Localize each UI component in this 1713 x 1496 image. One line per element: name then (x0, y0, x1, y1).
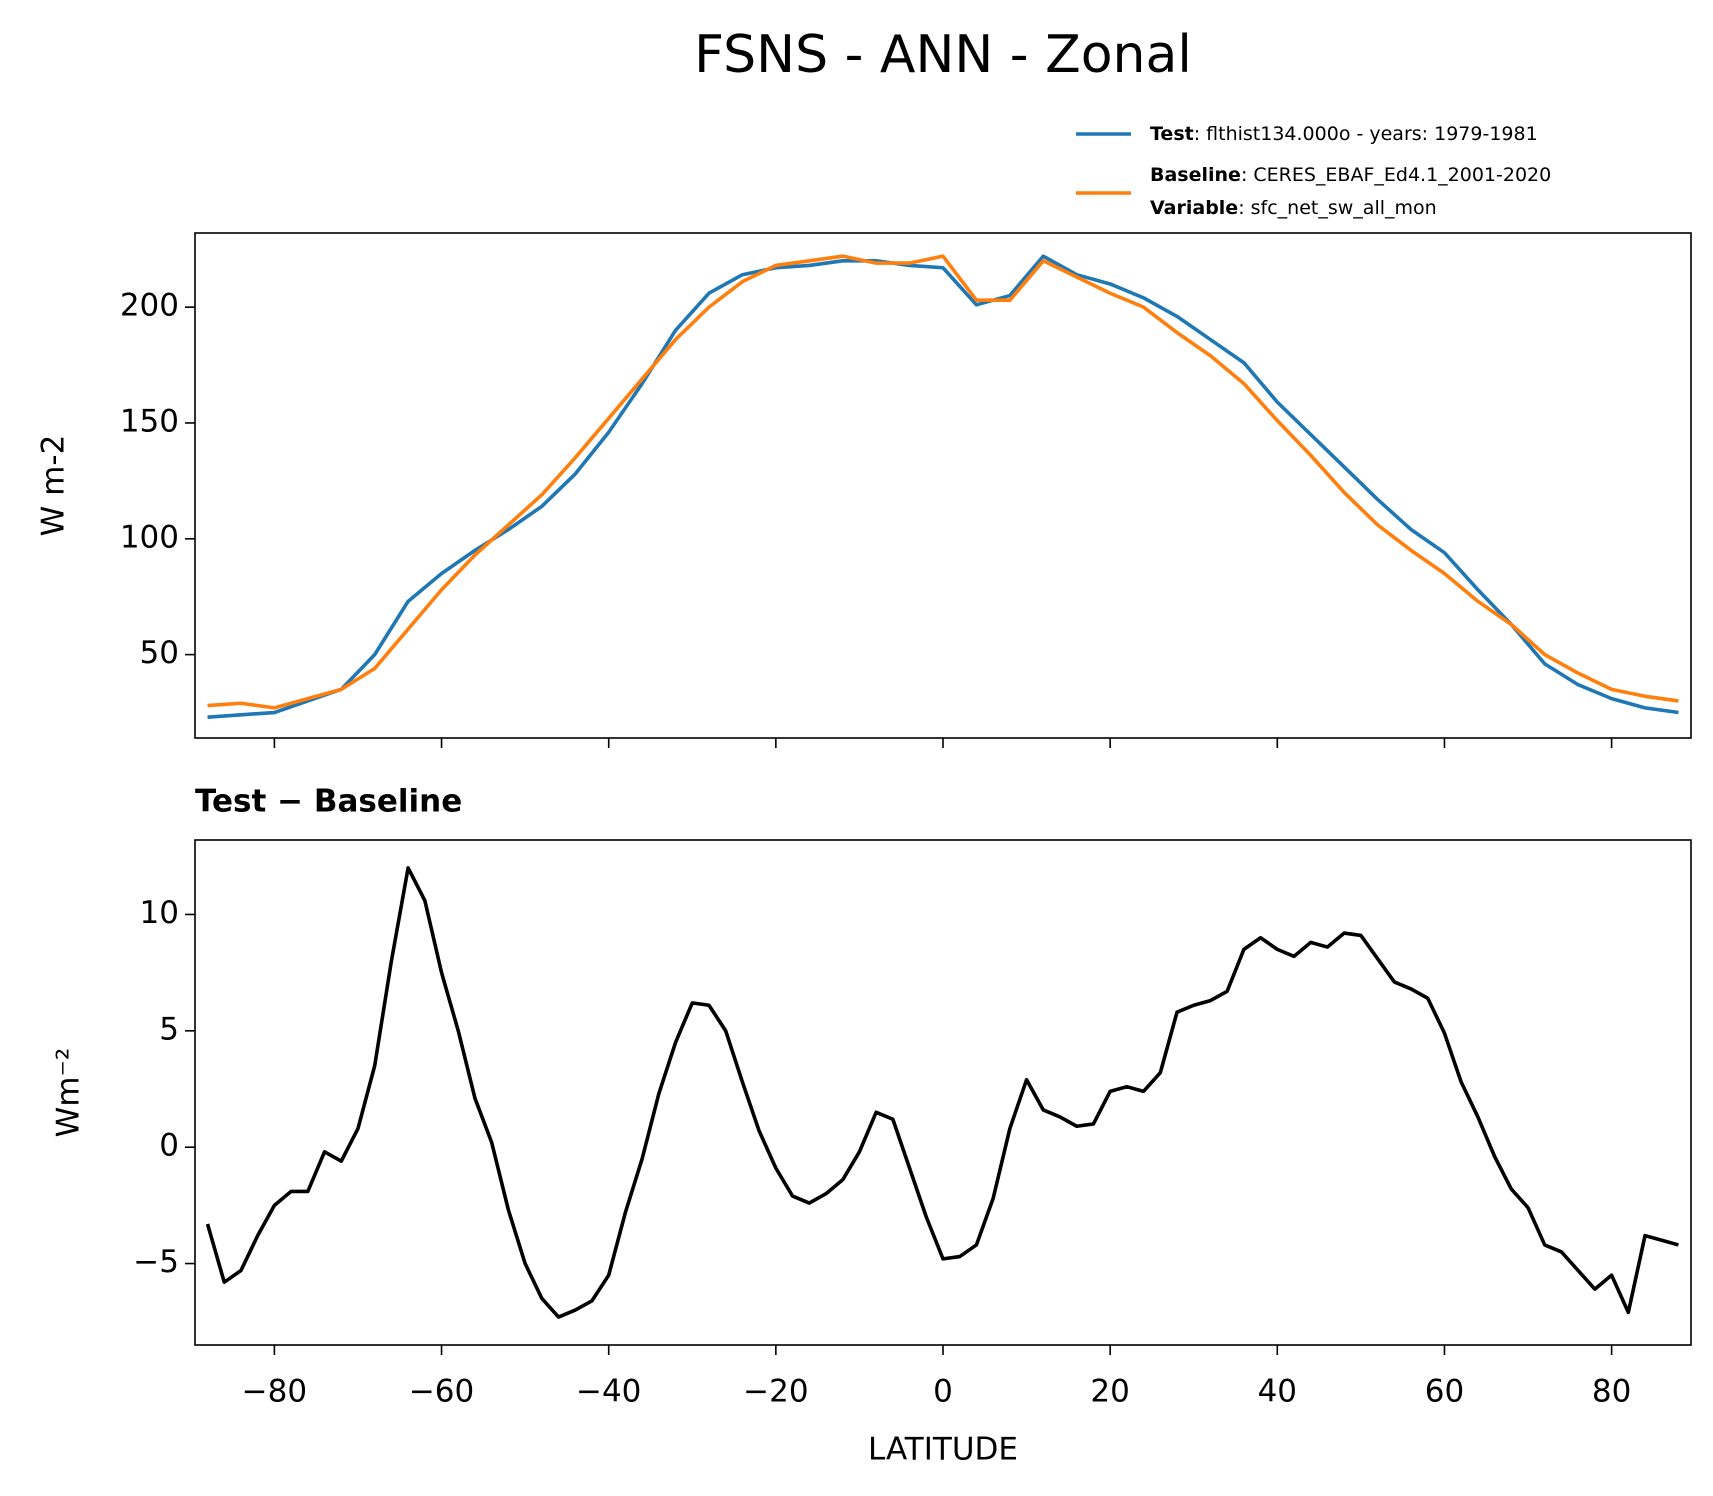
legend-name: Test (1150, 123, 1194, 145)
x-tick-label: 0 (933, 1374, 953, 1410)
legend-label: Baseline: CERES_EBAF_Ed4.1_2001-2020 (1150, 164, 1551, 186)
legend-detail: : flthist134.000o - years: 1979-1981 (1194, 123, 1538, 145)
y-tick-label: 100 (120, 519, 179, 555)
x-tick-label: −40 (576, 1374, 641, 1410)
legend-name: Baseline (1150, 164, 1241, 186)
y-tick-label: 200 (120, 288, 179, 324)
x-tick-label: −60 (409, 1374, 474, 1410)
y-axis-label: W m-2 (36, 435, 72, 537)
series-line (207, 254, 1679, 710)
x-tick-label: −80 (242, 1374, 307, 1410)
figure-title: FSNS - ANN - Zonal (694, 25, 1192, 85)
y-tick-label: −5 (133, 1244, 179, 1280)
series-line (205, 866, 1679, 1319)
y-tick-label: 0 (159, 1128, 179, 1164)
legend-name: Variable (1150, 197, 1238, 219)
series-line (207, 254, 1679, 719)
legend-label: Test: flthist134.000o - years: 1979-1981 (1150, 123, 1538, 145)
legend-detail: : sfc_net_sw_all_mon (1238, 197, 1436, 219)
x-axis-label: LATITUDE (868, 1432, 1018, 1468)
axes-frame (194, 839, 1692, 1346)
y-axis-label: Wm⁻² (51, 1048, 87, 1138)
legend-label: Variable: sfc_net_sw_all_mon (1150, 197, 1437, 219)
x-tick-label: 80 (1592, 1374, 1631, 1410)
y-tick-label: 50 (140, 635, 179, 671)
y-tick-label: 5 (159, 1011, 179, 1047)
x-tick-label: 60 (1425, 1374, 1464, 1410)
x-tick-label: −20 (743, 1374, 808, 1410)
axes-title: Test − Baseline (195, 784, 462, 820)
x-tick-label: 20 (1090, 1374, 1129, 1410)
x-tick-label: 40 (1258, 1374, 1297, 1410)
legend-detail: : CERES_EBAF_Ed4.1_2001-2020 (1241, 164, 1551, 186)
y-tick-label: 10 (140, 895, 179, 931)
axes-frame (194, 232, 1692, 739)
y-tick-label: 150 (120, 403, 179, 439)
